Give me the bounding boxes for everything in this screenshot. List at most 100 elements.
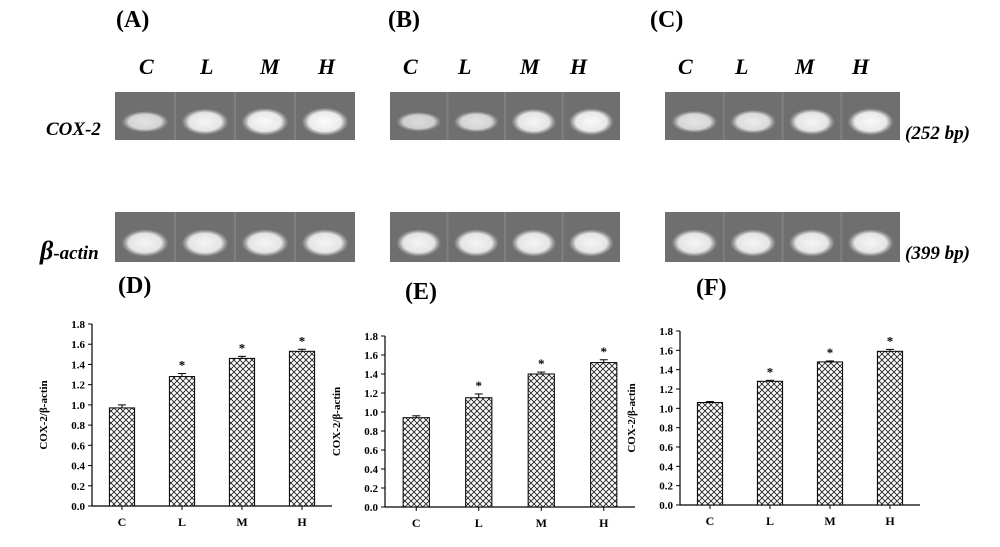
gel-band (511, 229, 557, 257)
lane-label: H (570, 54, 588, 79)
bar (590, 362, 618, 508)
panel-letter-b: (B) (388, 7, 420, 33)
x-tick-label: M (536, 516, 547, 530)
x-tick-label: C (118, 515, 127, 529)
significance-mark: * (538, 356, 545, 371)
y-tick-label: 0.6 (71, 440, 85, 452)
y-tick-label: 0.8 (659, 423, 673, 435)
y-tick-label: 1.4 (659, 365, 673, 377)
y-tick-label: 0.4 (364, 464, 378, 476)
lane-label: H (852, 54, 870, 79)
bar (696, 402, 724, 506)
x-tick-label: M (236, 515, 247, 529)
chart-title-d: (D) (118, 273, 152, 299)
bar (465, 397, 493, 508)
lane-label: H (318, 54, 336, 79)
bar (228, 357, 256, 507)
gel-strip-1-actin-band (115, 212, 355, 262)
actin-text: -actin (53, 243, 99, 264)
gel-band (241, 229, 289, 257)
x-tick-label: C (412, 516, 421, 530)
bar-charts: 0.0 0.2 0.4 0.6 0.8 1.0 1.2 1.4 1.6 1.8 COX-2/β-ac… (38, 319, 920, 530)
y-tick-label: 0.4 (71, 461, 85, 473)
bar-chart-2: 0.0 0.2 0.4 0.6 0.8 1.0 1.2 1.4 1.6 1.8 COX-2/β-ac… (331, 331, 635, 530)
y-axis-label: COX-2/β-actin (331, 387, 343, 456)
significance-mark: * (887, 333, 894, 348)
x-tick-label: L (178, 515, 186, 529)
lane-separator (781, 92, 784, 140)
y-axis-label: COX-2/β-actin (38, 380, 50, 449)
cox2-row-label: COX-2 (46, 119, 101, 140)
gel-band (847, 229, 894, 257)
lane-separator (504, 92, 506, 140)
y-tick-label: 1.0 (71, 400, 85, 412)
y-tick-label: 1.0 (364, 407, 378, 419)
lane-separator (294, 212, 296, 262)
gel-band (568, 229, 614, 257)
y-axis-label: COX-2/β-actin (626, 383, 638, 452)
y-tick-label: 0.8 (71, 420, 85, 432)
lane-label: M (795, 54, 815, 79)
gel-images (115, 92, 900, 262)
gel-band (396, 111, 442, 132)
lane-separator (840, 92, 843, 140)
panel-letter-a: (A) (116, 7, 150, 33)
bar-chart-3: 0.0 0.2 0.4 0.6 0.8 1.0 1.2 1.4 1.6 1.8 COX-2/β-ac… (626, 326, 920, 528)
y-tick-label: 0.0 (364, 502, 378, 514)
gel-band (788, 108, 835, 135)
gel-band (671, 229, 718, 257)
lane-separator (722, 212, 725, 262)
y-tick-label: 0.0 (71, 501, 85, 513)
gel-band (511, 108, 557, 135)
y-tick-label: 1.2 (659, 384, 673, 396)
gel-band (301, 107, 349, 136)
lane-label: L (458, 54, 472, 79)
gel-band (730, 109, 777, 134)
lane-separator (781, 212, 784, 262)
lane-separator (840, 212, 843, 262)
gel-band (453, 111, 499, 133)
significance-mark: * (601, 344, 608, 359)
gel-band (301, 229, 349, 257)
gel-strip-2-cox2-band (390, 92, 620, 140)
x-tick-label: H (297, 515, 307, 529)
bar (168, 376, 196, 507)
beta-glyph: β (40, 236, 54, 265)
gel-band (568, 108, 614, 136)
y-tick-label: 1.2 (71, 380, 85, 392)
y-tick-label: 0.4 (659, 461, 673, 473)
gel-strip-3-actin-band (665, 212, 900, 262)
y-tick-label: 1.6 (659, 345, 673, 357)
actin-row-label: β-actin (40, 238, 99, 264)
x-tick-label: H (885, 514, 895, 528)
actin-size-label: (399 bp) (905, 243, 970, 264)
bar (876, 350, 904, 506)
gel-layer (115, 92, 900, 262)
gel-band (847, 108, 894, 136)
lane-label: C (678, 54, 693, 79)
lane-separator (234, 212, 236, 262)
significance-mark: * (239, 340, 246, 355)
gel-strip-2-actin-band (390, 212, 620, 262)
y-tick-label: 1.6 (71, 339, 85, 351)
gel-strip-1-cox2-band (115, 92, 355, 140)
lane-separator (174, 92, 176, 140)
x-tick-label: H (599, 516, 609, 530)
x-tick-label: M (824, 514, 835, 528)
gel-band (788, 229, 835, 257)
significance-mark: * (179, 358, 186, 373)
y-tick-label: 0.2 (659, 481, 673, 493)
lane-separator (504, 212, 506, 262)
chart-title-e: (E) (405, 279, 437, 305)
lane-label: C (139, 54, 154, 79)
y-tick-label: 0.6 (364, 445, 378, 457)
y-tick-label: 1.8 (364, 331, 378, 343)
gel-band (121, 111, 169, 133)
lane-label: M (260, 54, 280, 79)
gel-band (181, 229, 229, 257)
lane-label: L (200, 54, 214, 79)
gel-band (241, 108, 289, 136)
bar-chart-1: 0.0 0.2 0.4 0.6 0.8 1.0 1.2 1.4 1.6 1.8 COX-2/β-ac… (38, 319, 332, 529)
bar (108, 407, 136, 507)
gel-band (671, 110, 718, 133)
